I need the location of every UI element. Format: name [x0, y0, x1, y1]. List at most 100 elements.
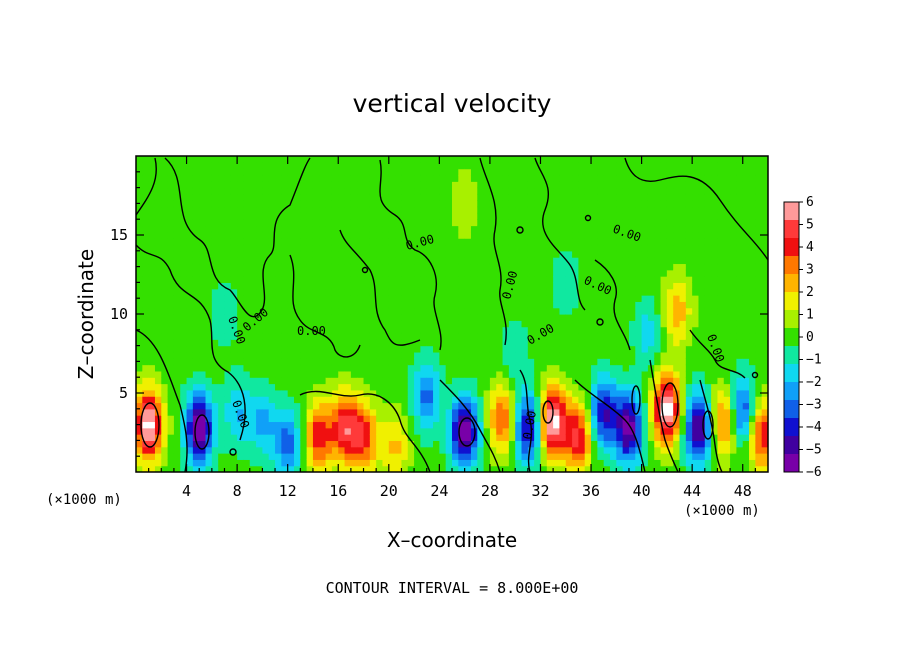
heatmap-cell	[540, 314, 548, 321]
heatmap-cell	[717, 421, 725, 429]
heatmap-cell	[192, 358, 200, 366]
heatmap-cell	[142, 459, 150, 467]
heatmap-cell	[218, 345, 226, 353]
heatmap-cell	[553, 162, 561, 170]
heatmap-cell	[287, 288, 295, 296]
heatmap-cell	[502, 377, 510, 385]
heatmap-cell	[723, 162, 731, 170]
heatmap-cell	[616, 370, 624, 378]
heatmap-cell	[698, 415, 706, 423]
heatmap-cell	[578, 465, 586, 472]
heatmap-cell	[647, 212, 655, 220]
heatmap-cell	[192, 156, 200, 163]
heatmap-cell	[591, 288, 598, 296]
heatmap-cell	[685, 326, 693, 334]
heatmap-cell	[730, 358, 737, 366]
heatmap-cell	[363, 307, 371, 315]
heatmap-cell	[186, 358, 194, 366]
heatmap-cell	[420, 276, 428, 283]
heatmap-cell	[192, 238, 200, 246]
heatmap-cell	[572, 332, 579, 340]
heatmap-cell	[180, 307, 188, 315]
heatmap-cell	[458, 332, 466, 340]
heatmap-cell	[224, 206, 232, 214]
heatmap-cell	[635, 168, 643, 176]
heatmap-cell	[331, 187, 339, 195]
heatmap-cell	[546, 156, 554, 163]
heatmap-cell	[331, 370, 339, 378]
heatmap-cell	[142, 187, 150, 195]
heatmap-cell	[148, 465, 156, 472]
heatmap-cell	[489, 269, 497, 277]
heatmap-cell	[414, 351, 421, 359]
heatmap-cell	[692, 295, 700, 302]
heatmap-cell	[275, 193, 282, 201]
heatmap-cell	[142, 415, 150, 423]
heatmap-cell	[470, 219, 478, 227]
heatmap-cell	[572, 408, 579, 416]
heatmap-cell	[312, 244, 320, 252]
heatmap-cell	[578, 402, 586, 410]
heatmap-cell	[350, 187, 358, 195]
heatmap-cell	[692, 301, 700, 309]
heatmap-cell	[597, 187, 605, 195]
heatmap-cell	[325, 231, 333, 239]
heatmap-cell	[635, 156, 643, 163]
heatmap-cell	[685, 206, 693, 214]
heatmap-cell	[319, 168, 327, 176]
heatmap-cell	[186, 465, 194, 472]
heatmap-cell	[325, 276, 333, 283]
heatmap-cell	[515, 332, 523, 340]
heatmap-cell	[281, 156, 289, 163]
heatmap-cell	[717, 187, 725, 195]
heatmap-cell	[723, 415, 731, 423]
heatmap-cell	[692, 276, 700, 283]
heatmap-cell	[275, 206, 282, 214]
heatmap-cell	[521, 332, 529, 340]
heatmap-cell	[591, 408, 598, 416]
heatmap-cell	[603, 244, 611, 252]
heatmap-cell	[325, 212, 333, 220]
heatmap-cell	[275, 187, 282, 195]
heatmap-cell	[344, 263, 352, 271]
heatmap-cell	[414, 459, 421, 467]
heatmap-cell	[275, 370, 282, 378]
heatmap-cell	[161, 301, 169, 309]
heatmap-cell	[572, 440, 579, 448]
heatmap-cell	[382, 206, 390, 214]
heatmap-cell	[382, 453, 390, 460]
heatmap-cell	[180, 389, 188, 397]
heatmap-cell	[306, 421, 314, 429]
heatmap-cell	[344, 238, 352, 246]
heatmap-cell	[230, 415, 238, 423]
heatmap-cell	[306, 434, 314, 441]
heatmap-cell	[553, 465, 561, 472]
heatmap-cell	[496, 269, 504, 277]
heatmap-cell	[452, 250, 459, 258]
heatmap-cell	[180, 162, 188, 170]
heatmap-cell	[199, 370, 207, 378]
heatmap-cell	[654, 389, 662, 397]
heatmap-cell	[679, 257, 687, 265]
heatmap-cell	[186, 453, 194, 460]
heatmap-cell	[287, 193, 295, 201]
heatmap-cell	[546, 282, 554, 290]
heatmap-cell	[464, 231, 472, 239]
heatmap-cell	[294, 276, 301, 283]
heatmap-cell	[749, 446, 756, 454]
heatmap-cell	[433, 364, 440, 372]
heatmap-cell	[489, 206, 497, 214]
heatmap-cell	[578, 282, 586, 290]
heatmap-cell	[344, 257, 352, 265]
heatmap-cell	[470, 162, 478, 170]
heatmap-cell	[344, 351, 352, 359]
heatmap-cell	[256, 383, 263, 391]
heatmap-cell	[180, 174, 188, 182]
heatmap-cell	[167, 193, 175, 201]
heatmap-cell	[395, 288, 403, 296]
heatmap-cell	[496, 307, 504, 315]
heatmap-cell	[420, 212, 428, 220]
heatmap-cell	[692, 339, 700, 347]
heatmap-cell	[439, 339, 447, 347]
heatmap-cell	[243, 187, 251, 195]
